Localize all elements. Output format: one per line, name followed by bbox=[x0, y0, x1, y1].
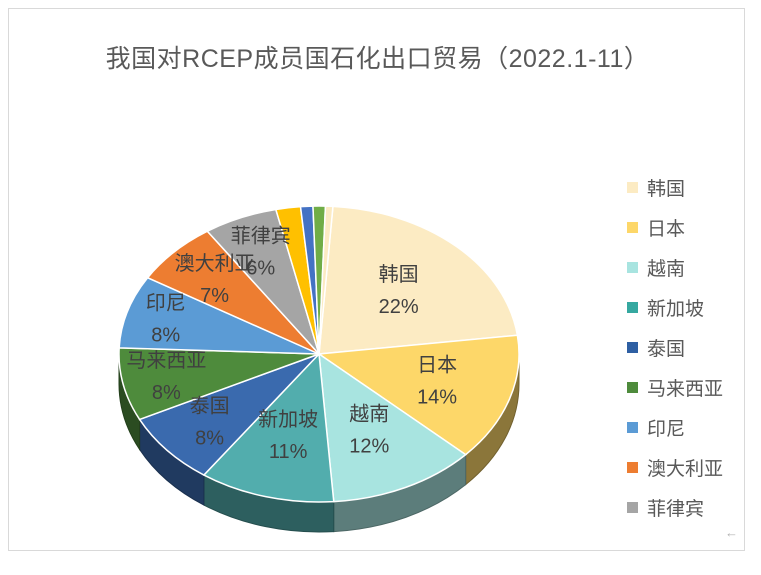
pie-slice-label: 韩国 bbox=[379, 263, 419, 286]
pie-slice-minor[interactable] bbox=[318, 205, 334, 355]
legend-item-label: 新加坡 bbox=[647, 298, 705, 320]
pie-slice-percent: 7% bbox=[200, 285, 229, 307]
legend-item[interactable]: 马来西亚 bbox=[627, 367, 747, 407]
legend-item[interactable]: 越南 bbox=[627, 247, 747, 287]
legend-item-label: 马来西亚 bbox=[647, 378, 724, 400]
pie-slice-label: 日本 bbox=[417, 353, 457, 376]
pie-slice[interactable] bbox=[318, 352, 467, 503]
pie-chart-plot-area[interactable]: 韩国 22% 日本 14% 越南 12% 新加坡 11% 泰国 8% 马来西亚 8% 印尼 8% 澳大利亚 7… bbox=[19, 89, 619, 539]
pie-slice[interactable] bbox=[118, 276, 320, 355]
legend-item-label: 菲律宾 bbox=[647, 498, 705, 520]
pie-slice-percent: 14% bbox=[417, 386, 457, 408]
legend-item[interactable]: 泰国 bbox=[627, 327, 747, 367]
legend-item[interactable]: 菲律宾 bbox=[627, 487, 747, 527]
legend-item[interactable]: 韩国 bbox=[627, 167, 747, 207]
pie-slice-label: 印尼 bbox=[146, 291, 186, 314]
pie-slice[interactable] bbox=[138, 353, 320, 476]
pie-slice-percent: 8% bbox=[151, 324, 180, 346]
legend-item-label: 韩国 bbox=[647, 178, 686, 200]
pie-slice[interactable] bbox=[202, 352, 335, 503]
legend-swatch-icon bbox=[627, 421, 638, 433]
legend-item-label: 澳大利亚 bbox=[647, 458, 724, 480]
legend-item-label: 越南 bbox=[647, 258, 686, 280]
legend-item[interactable]: 澳大利亚 bbox=[627, 447, 747, 487]
legend-swatch-icon bbox=[627, 221, 638, 233]
legend-swatch-icon bbox=[627, 341, 638, 353]
legend-swatch-icon bbox=[627, 461, 638, 473]
pie-slice-percent: 22% bbox=[379, 296, 419, 318]
legend-swatch-icon bbox=[627, 301, 638, 313]
chart-title: 我国对RCEP成员国石化出口贸易（2022.1-11） bbox=[105, 45, 650, 73]
pie-slice-label: 菲律宾 bbox=[231, 225, 291, 248]
pie-slice-label: 新加坡 bbox=[258, 408, 318, 431]
pie-slice[interactable] bbox=[318, 205, 519, 355]
pie-slice-label: 澳大利亚 bbox=[175, 252, 255, 275]
legend-item-label: 日本 bbox=[647, 218, 686, 240]
legend-swatch-icon bbox=[627, 181, 638, 193]
legend-item-label: 泰国 bbox=[647, 338, 686, 360]
pie-top-slices[interactable] bbox=[118, 205, 520, 503]
legend-item-label: 印尼 bbox=[647, 418, 686, 440]
scroll-marker: ← bbox=[725, 525, 738, 540]
pie-slice[interactable] bbox=[118, 347, 320, 421]
pie-slice[interactable] bbox=[316, 334, 520, 456]
pie-slice-label: 马来西亚 bbox=[126, 349, 206, 372]
pie-slice-percent: 8% bbox=[195, 428, 224, 450]
pie-slice-percent: 11% bbox=[269, 441, 308, 463]
chart-frame: 我国对RCEP成员国石化出口贸易（2022.1-11） 韩国 22% 日本 14% 越南… bbox=[8, 8, 745, 551]
pie-slice-percent: 6% bbox=[246, 258, 275, 280]
pie-slice-percent: 8% bbox=[152, 382, 181, 404]
legend-swatch-icon bbox=[627, 501, 638, 513]
chart-legend[interactable]: 韩国日本越南新加坡泰国马来西亚印尼澳大利亚菲律宾 bbox=[627, 167, 747, 527]
pie-chart-svg[interactable]: 韩国 22% 日本 14% 越南 12% 新加坡 11% 泰国 8% 马来西亚 8% 印尼 8% 澳大利亚 7… bbox=[19, 89, 619, 539]
pie-slice-percent: 12% bbox=[349, 436, 389, 458]
legend-item[interactable]: 新加坡 bbox=[627, 287, 747, 327]
pie-slice-labels: 韩国 22% 日本 14% 越南 12% 新加坡 11% 泰国 8% 马来西亚 8% 印尼 8% 澳大利亚 7… bbox=[126, 225, 457, 463]
legend-item[interactable]: 日本 bbox=[627, 207, 747, 247]
legend-item[interactable]: 印尼 bbox=[627, 407, 747, 447]
legend-swatch-icon bbox=[627, 381, 638, 393]
pie-slice-label: 越南 bbox=[349, 403, 389, 426]
pie-slice-label: 泰国 bbox=[190, 395, 230, 418]
legend-swatch-icon bbox=[627, 261, 638, 273]
